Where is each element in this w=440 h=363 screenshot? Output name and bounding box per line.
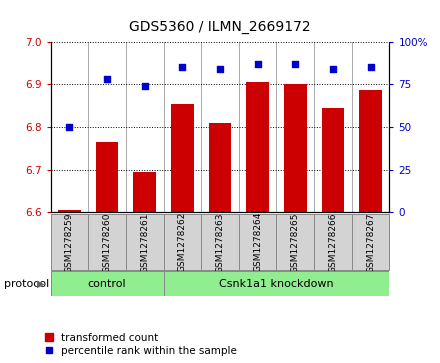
Text: GSM1278261: GSM1278261 [140,212,149,273]
Bar [171,103,194,212]
Bar [51,214,88,270]
Bar [164,214,201,270]
Text: GSM1278264: GSM1278264 [253,212,262,273]
Bar [284,85,307,212]
Bar [314,214,352,270]
Text: Csnk1a1 knockdown: Csnk1a1 knockdown [219,278,334,289]
Bar [246,82,269,212]
Point [66,124,73,130]
Text: GSM1278267: GSM1278267 [366,212,375,273]
Point [367,65,374,70]
Bar [58,210,81,212]
Point [103,76,110,82]
Text: control: control [88,278,126,289]
Bar [276,214,314,270]
Bar [51,271,164,296]
Bar [352,214,389,270]
Text: GSM1278265: GSM1278265 [291,212,300,273]
Text: GSM1278266: GSM1278266 [328,212,337,273]
Text: GSM1278262: GSM1278262 [178,212,187,273]
Point [254,61,261,67]
Text: protocol: protocol [4,279,50,289]
Bar [201,214,239,270]
Bar [239,214,276,270]
Point [292,61,299,67]
Bar [164,271,389,296]
Text: GSM1278263: GSM1278263 [216,212,224,273]
Text: GDS5360 / ILMN_2669172: GDS5360 / ILMN_2669172 [129,20,311,34]
Bar [88,214,126,270]
Text: GSM1278260: GSM1278260 [103,212,112,273]
Bar [133,172,156,212]
Text: GSM1278259: GSM1278259 [65,212,74,273]
Bar [126,214,164,270]
Bar [359,90,382,212]
Legend: transformed count, percentile rank within the sample: transformed count, percentile rank withi… [45,333,237,356]
Point [179,65,186,70]
Point [330,66,337,72]
Point [216,66,224,72]
Bar [322,108,344,212]
Bar [96,142,118,212]
Text: ▶: ▶ [37,279,44,289]
Point [141,83,148,89]
Bar [209,123,231,212]
